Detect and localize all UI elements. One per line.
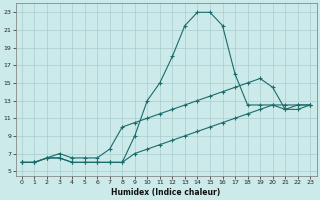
X-axis label: Humidex (Indice chaleur): Humidex (Indice chaleur) — [111, 188, 221, 197]
